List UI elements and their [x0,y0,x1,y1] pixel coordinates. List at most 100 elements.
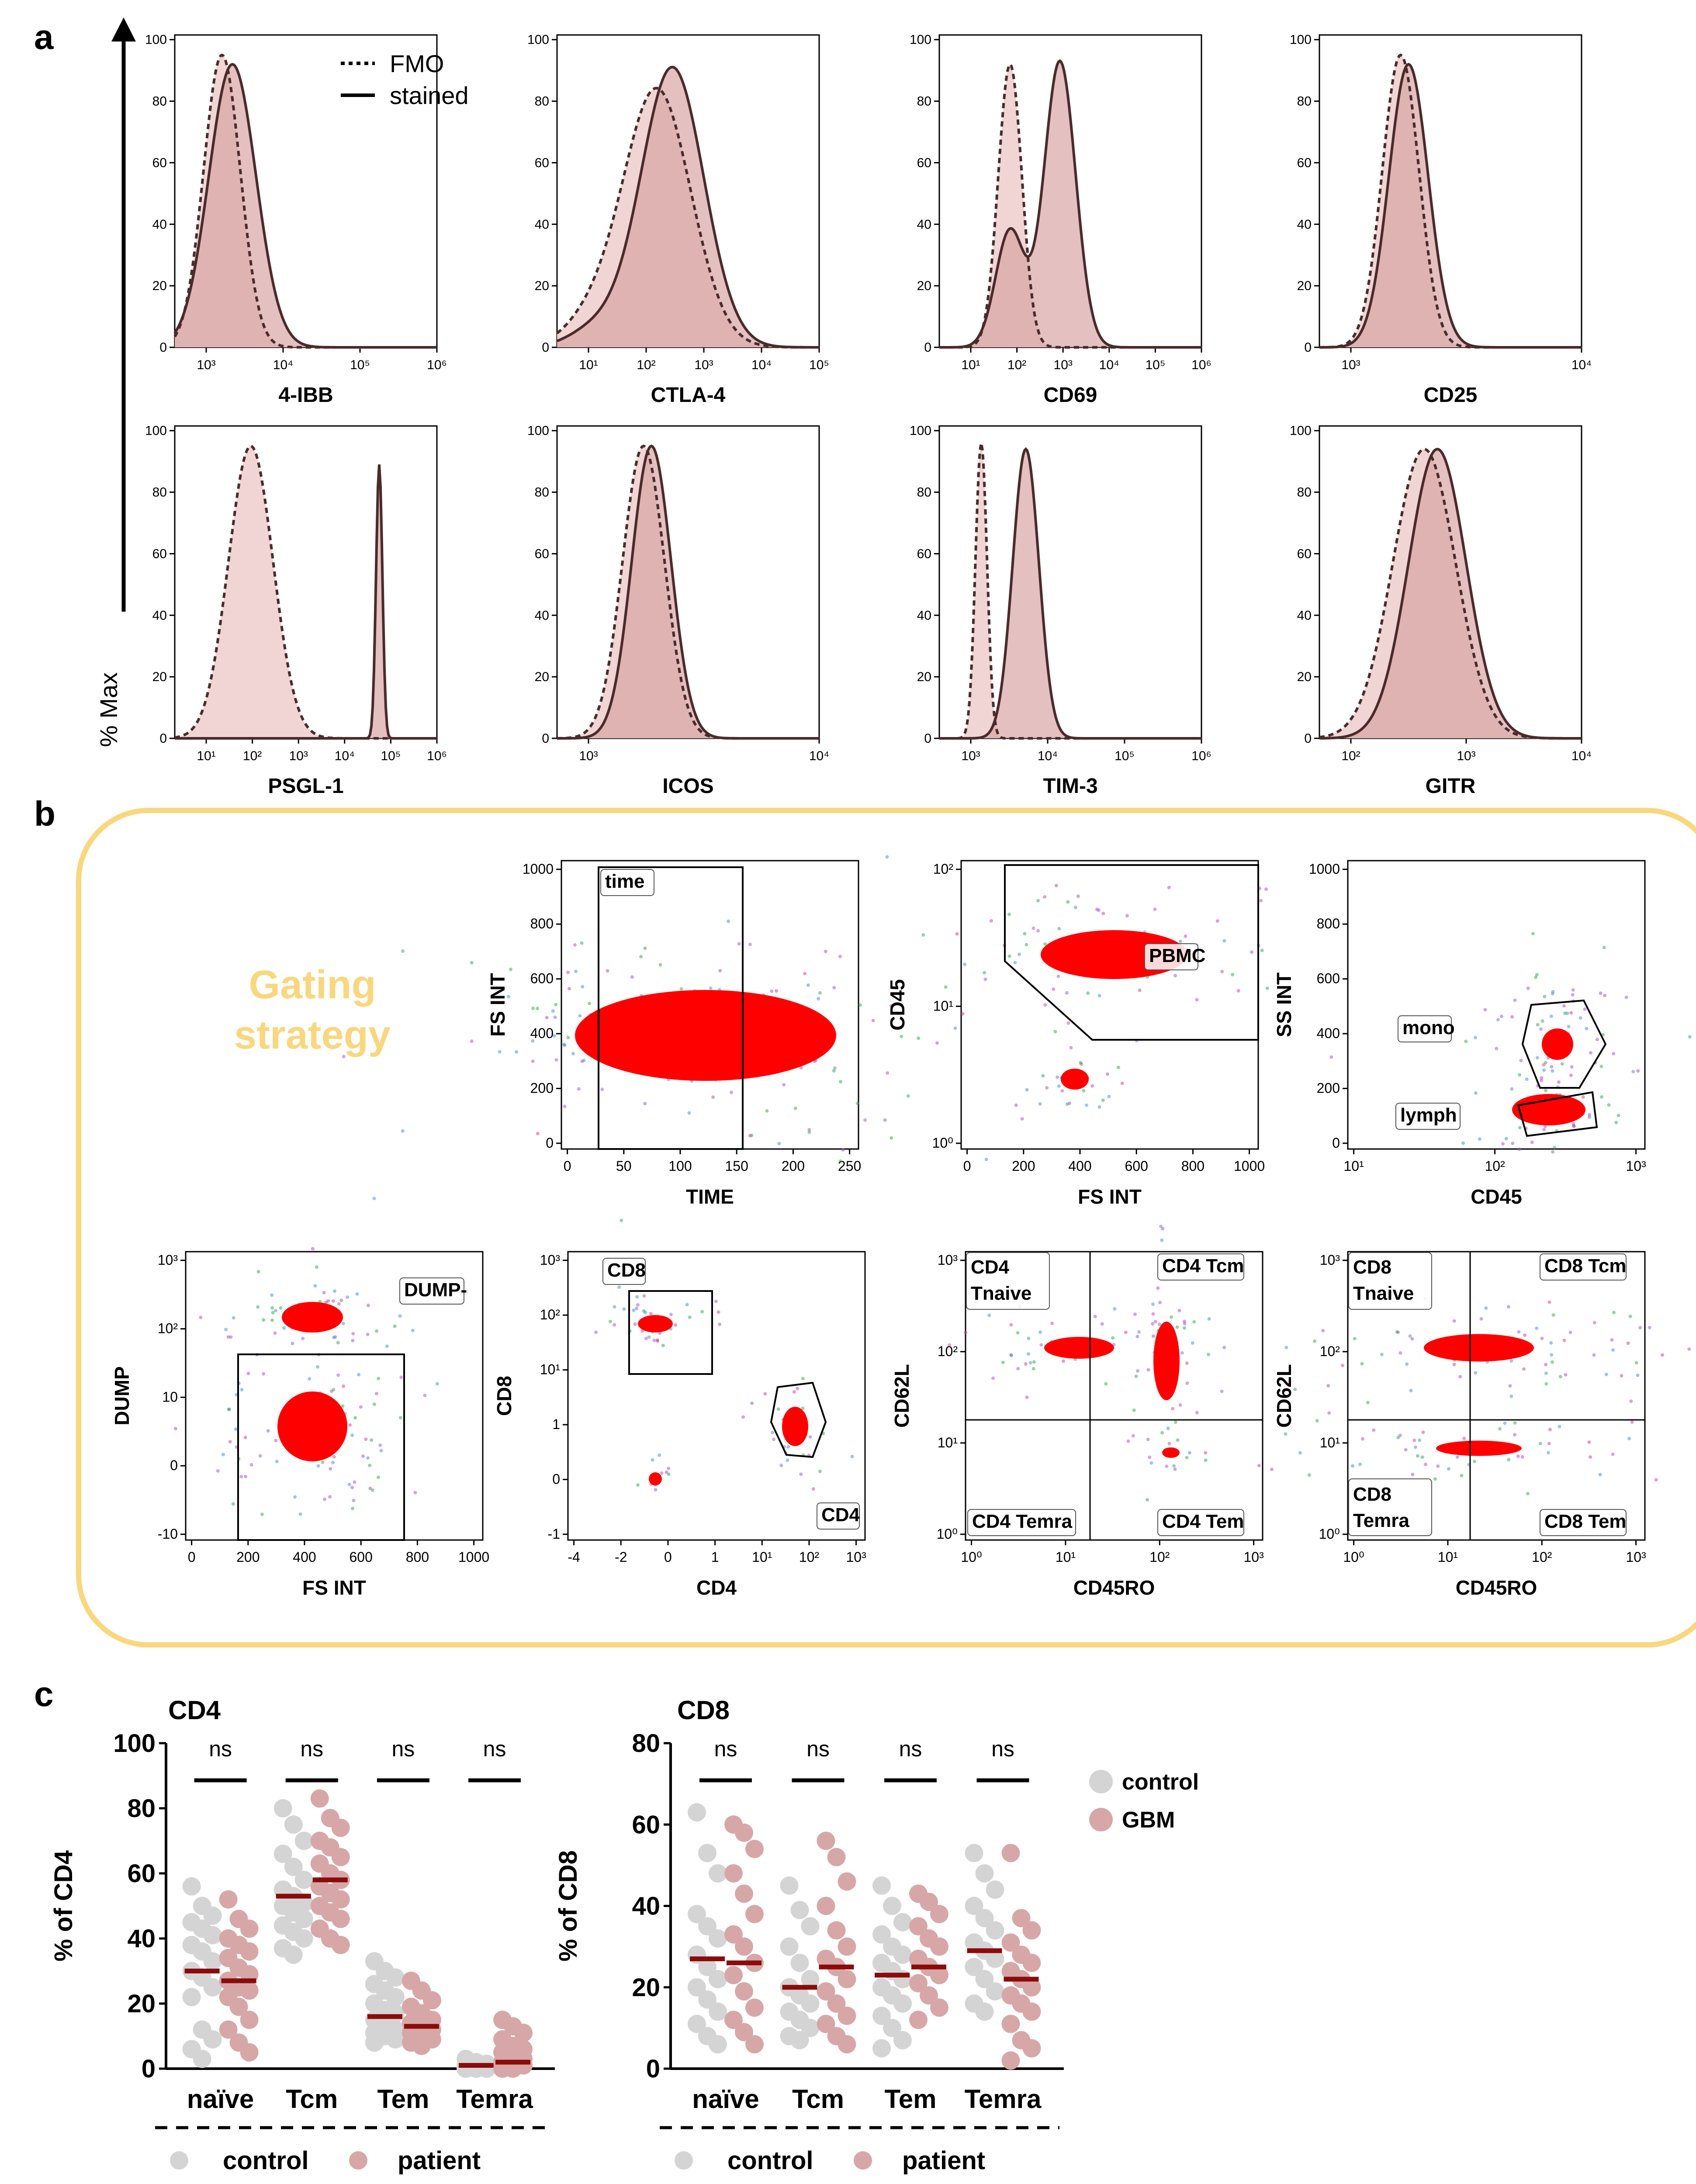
data-point-GBM [827,1994,846,2013]
data-point-GBM [827,1921,846,1940]
dotplot-title: CD4 [168,1696,221,1725]
data-point-control [294,1929,313,1948]
gate-label-temra-box [967,1509,1076,1536]
event-dot [1166,1426,1170,1430]
fmo-curve [557,444,819,740]
event-dot [1136,1369,1140,1373]
event-dot [1066,1021,1070,1025]
event-dot [1023,932,1027,936]
stained-curve [939,59,1201,349]
data-point-control [386,2030,405,2049]
y-tick-label: 60 [1297,156,1312,170]
gate-label-time: time [605,871,644,892]
event-dot [554,1058,558,1062]
data-point-patient [240,1981,259,2000]
event-dot [1571,988,1575,992]
x-axis-label: FS INT [302,1576,366,1599]
y-tick-label: 10² [158,1321,178,1336]
population-core [575,990,836,1081]
event-dot [1474,1035,1478,1039]
gating-plot-cd4cd8: -4 -2 0 1 10¹ 10² 10³ -1 0 1 10¹ 10² 10³ CD4 CD8 CD8 CD4 [493,1251,866,1599]
event-dot [258,1454,262,1458]
stained-curve [175,464,437,740]
event-dot [635,1306,639,1310]
x-tick-label: 200 [1012,1158,1035,1174]
gate-label-pbmc-box [1144,943,1198,970]
event-dot [553,1015,557,1019]
x-tick-label: 10³ [1054,358,1073,372]
x-tick-label: 10³ [197,358,215,372]
time-gate [598,866,744,1150]
event-dot [401,949,405,953]
event-dot [1551,992,1554,996]
event-dot [1038,1102,1042,1106]
event-dot [1056,1075,1059,1079]
x-tick-label: 1000 [458,1549,489,1565]
event-dot [1366,1401,1370,1405]
event-dot [642,1294,646,1298]
event-dot [321,1460,325,1464]
event-dot [1455,1455,1459,1459]
event-dot [364,1437,368,1441]
event-dot [1182,1326,1186,1330]
event-dot [341,1322,345,1326]
event-dot [700,1310,704,1314]
data-point-GBM [930,1966,948,1984]
population-core [277,1391,347,1461]
data-point-GBM [827,1848,846,1866]
event-dot [262,1372,266,1376]
x-tick-label: 1000 [1234,1158,1265,1174]
event-dot [423,1394,427,1398]
event-dot [838,955,842,959]
event-dot [370,1438,374,1442]
data-point-GBM [838,2035,856,2054]
gating-plot-cd8mem: 10⁰ 10¹ 10² 10³ 10⁰ 10¹ 10² 10³ CD45RO CD62L CD8 Tn… [1257,1251,1691,1599]
event-dot [1361,1437,1365,1441]
event-dot [562,1042,566,1046]
data-point-control [294,1831,313,1850]
event-dot [1007,912,1011,916]
event-dot [1165,1464,1169,1468]
event-dot [1057,927,1061,931]
data-point-GBM [735,1884,753,1903]
event-dot [1137,1330,1141,1334]
x-tick-label: 10⁰ [961,1549,982,1565]
x-tick-label: 10² [1341,749,1360,763]
event-dot [1423,1462,1427,1466]
event-dot [1060,1089,1064,1093]
event-dot [1167,1442,1171,1446]
gate-label-naive-line1: CD8 [1353,1256,1391,1278]
event-dot [1614,1121,1618,1125]
event-dot [536,1007,540,1011]
data-point-control [709,1864,727,1883]
event-dot [935,1041,939,1045]
event-dot [1192,1320,1196,1324]
event-dot [1360,1362,1364,1366]
event-dot [635,1295,639,1299]
event-dot [1473,1460,1477,1464]
x-tick-label: 0 [188,1549,196,1565]
event-dot [782,1083,786,1087]
event-dot [376,1475,380,1479]
y-tick-label: 40 [127,1924,156,1953]
y-tick-label: 10² [1320,1343,1340,1359]
event-dot [1125,914,1129,918]
data-point-GBM [745,1905,764,1924]
gating-plot-dump: 0 200 400 600 800 1000 -10 0 10 10² 10³ FS INT DUMP D… [111,1247,489,1599]
y-tick-label: 0 [142,2055,156,2083]
event-dot [1551,1150,1555,1154]
event-dot [620,1218,623,1222]
event-dot [770,989,774,993]
population-core [1061,1069,1089,1090]
x-tick-label: 10⁴ [1571,358,1592,372]
event-dot [1009,1353,1013,1357]
event-dot [1517,1147,1521,1151]
event-dot [1533,975,1537,979]
event-dot [1156,1286,1160,1290]
event-dot [1329,1055,1333,1059]
gate-label-tcm: CD8 Tcm [1544,1255,1626,1277]
legend-control-label: control [1122,1769,1199,1795]
event-dot [1260,948,1264,952]
event-dot [772,1437,775,1441]
event-dot [1610,1338,1614,1342]
